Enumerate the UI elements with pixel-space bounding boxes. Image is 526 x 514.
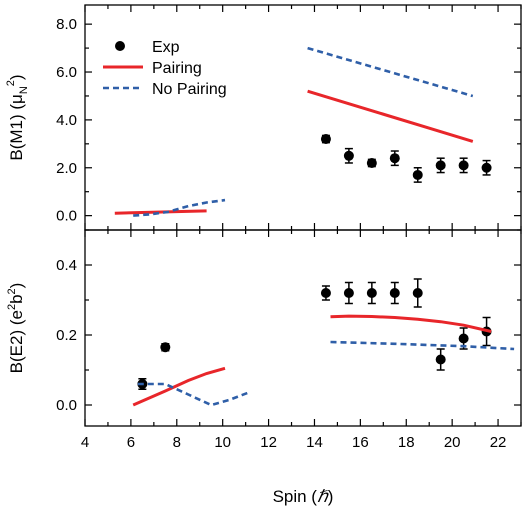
x-axis-label-main: Spin ( (273, 487, 318, 506)
top-y-tick-label: 6.0 (56, 64, 77, 81)
bottom-panel: 0.00.20.44 6 8 10 12 14 16 18 20 22 B(E2) (e2b2) … (6, 229, 522, 506)
bottom-y-axis-label: B(E2) (e2b2) (6, 283, 26, 374)
x-tick-label: 6 (127, 434, 135, 451)
bottom-y-tick-label: 0.2 (56, 327, 77, 344)
pairing-curve (114, 209, 207, 215)
bottom-y-axis-label-sup2: 2 (6, 288, 18, 294)
bottom-axes-layer: 0.0 0.2 0.4 4 6 8 10 12 14 16 18 20 22 (56, 229, 522, 451)
exp-data-point (160, 342, 171, 353)
top-plot-frame (84, 4, 522, 231)
exp-data-point (320, 134, 331, 145)
legend-label: No Pairing (152, 81, 227, 98)
exp-data-point (435, 160, 446, 171)
no-pairing-curve (137, 382, 249, 407)
no-pairing-curve (330, 340, 515, 351)
bottom-y-tick-label: 0.4 (56, 257, 77, 274)
no-pairing-curve (307, 46, 474, 98)
top-panel: 0.0 2.0 4.0 6.0 8.0 B(M1) (μN2) Exp Pairing No… (5, 4, 522, 231)
exp-data-point (320, 288, 331, 298)
top-y-tick-label: 4.0 (56, 112, 77, 129)
exp-data-point (412, 169, 423, 180)
exp-data-point (343, 288, 354, 298)
exp-data-point (458, 333, 469, 344)
no-pairing-curve (133, 198, 226, 217)
exp-data-point (343, 150, 354, 161)
top-axes-layer: 0.0 2.0 4.0 6.0 8.0 (56, 5, 522, 230)
x-tick-label: 10 (214, 434, 231, 451)
bottom-y-axis-label-mid: b (7, 294, 26, 303)
top-y-tick-label: 2.0 (56, 160, 77, 177)
pairing-curve (132, 366, 226, 407)
x-tick-label: 12 (260, 434, 277, 451)
x-axis-label: Spin (ℏ) (273, 487, 334, 506)
top-y-axis-label-close: ) (7, 74, 26, 80)
bottom-y-axis-label-close: ) (7, 283, 26, 289)
bottom-plot-frame (84, 229, 522, 427)
pairing-curve (307, 89, 474, 143)
x-tick-label: 14 (306, 434, 323, 451)
exp-data-point (412, 288, 423, 298)
exp-data-point (389, 288, 400, 298)
top-y-axis-label: B(M1) (μN2) (5, 74, 30, 160)
bottom-series-layer (132, 278, 515, 407)
exp-data-point (458, 160, 469, 171)
exp-data-point (366, 288, 377, 298)
top-y-axis-label-main: B(M1) (μ (7, 94, 26, 160)
legend-exp-marker (115, 41, 125, 51)
legend-label: Exp (152, 39, 180, 56)
x-tick-label: 8 (173, 434, 181, 451)
top-y-tick-label: 8.0 (56, 16, 77, 33)
top-y-tick-label: 0.0 (56, 208, 77, 225)
x-axis-label-hbar: ℏ (317, 487, 329, 506)
bottom-y-tick-label: 0.0 (56, 397, 77, 414)
x-tick-label: 18 (398, 434, 415, 451)
exp-data-point (366, 157, 377, 168)
x-tick-label: 16 (352, 434, 369, 451)
bottom-y-axis-label-main: B(E2) (e (7, 310, 26, 373)
exp-data-point (435, 354, 446, 365)
x-axis-label-close: ) (328, 487, 334, 506)
exp-data-point (481, 162, 492, 173)
top-y-axis-label-sub: N (18, 86, 30, 94)
x-tick-label: 4 (81, 434, 89, 451)
bottom-y-axis-label-sup1: 2 (6, 304, 18, 310)
exp-data-point (389, 153, 400, 164)
pairing-curve (330, 314, 492, 333)
x-tick-label: 22 (490, 434, 507, 451)
legend-label: Pairing (152, 60, 202, 77)
legend: Exp Pairing No Pairing (103, 39, 227, 98)
top-y-axis-label-sup: 2 (5, 80, 17, 86)
x-tick-label: 20 (444, 434, 461, 451)
top-series-layer (114, 46, 492, 217)
